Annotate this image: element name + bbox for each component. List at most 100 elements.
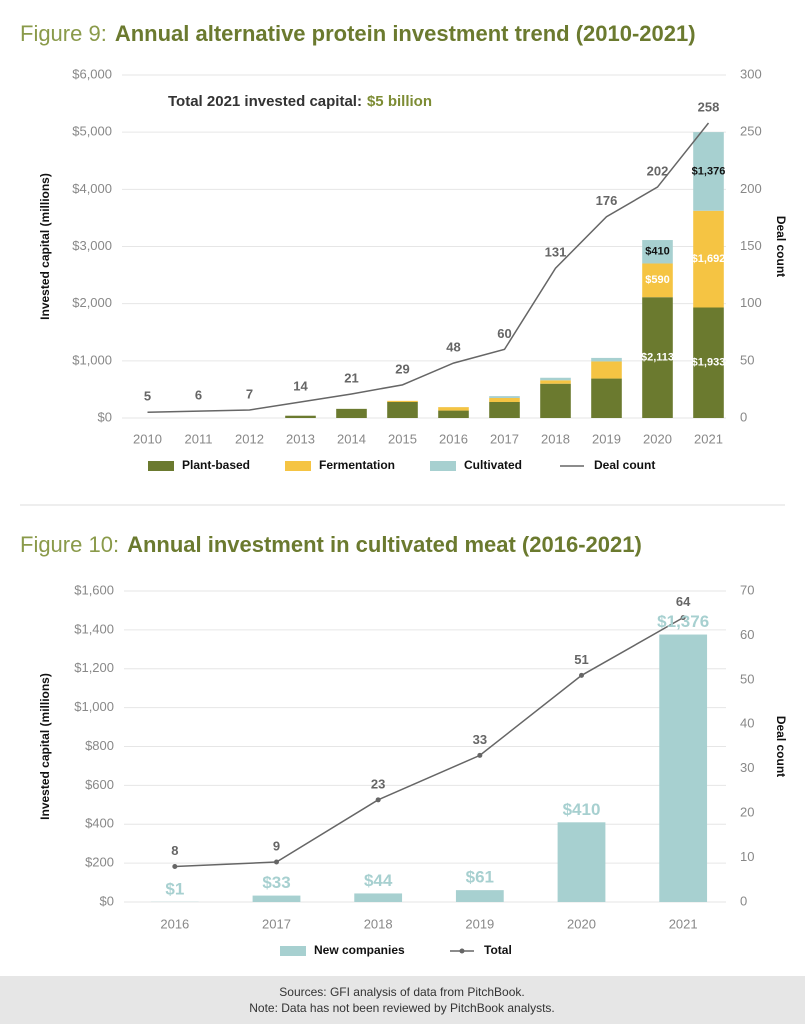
y-tick-label: $1,000: [74, 699, 114, 714]
y-tick-label: $1,200: [74, 660, 114, 675]
x-tick-label: 2018: [364, 916, 393, 931]
line-value-label: 258: [698, 99, 720, 114]
annotation-text: Total 2021 invested capital:: [168, 93, 362, 110]
bar-value-label: $410: [645, 246, 669, 258]
legend-label: Cultivated: [464, 458, 522, 472]
x-tick-label: 2011: [185, 431, 213, 446]
bar-segment: [642, 263, 673, 298]
y2-tick-label: 50: [740, 352, 754, 367]
line-value-label: 33: [473, 732, 487, 747]
legend-label: Plant-based: [182, 458, 250, 472]
y-axis-title: Invested capital (millions): [38, 673, 52, 820]
y2-tick-label: 60: [740, 627, 754, 642]
bar-segment: [557, 822, 606, 902]
legend-swatch: [280, 946, 306, 956]
line-marker: [274, 859, 279, 865]
bar-value-label: $44: [364, 871, 393, 890]
x-tick-label: 2013: [286, 431, 315, 446]
title-text: Annual investment in cultivated meat (20…: [127, 532, 642, 557]
bar-segment: [489, 401, 520, 418]
bar-value-label: $1,692: [692, 253, 726, 265]
y2-tick-label: 0: [740, 409, 747, 424]
bar-segment: [642, 297, 673, 418]
bar-segment: [285, 415, 316, 418]
bar-segment: [540, 380, 571, 384]
y2-tick-label: 300: [740, 66, 762, 81]
bar-segment: [438, 410, 469, 418]
x-tick-label: 2020: [643, 431, 672, 446]
y-tick-label: $0: [98, 409, 112, 424]
bar-segment: [438, 407, 469, 411]
y2-tick-label: 20: [740, 805, 754, 820]
y2-tick-label: 40: [740, 716, 754, 731]
bar-segment: [489, 396, 520, 398]
bar-value-label: $1,376: [657, 612, 709, 631]
line-value-label: 48: [446, 340, 460, 355]
y2-tick-label: 200: [740, 181, 762, 196]
bar-value-label: $33: [262, 873, 290, 892]
line-value-label: 9: [273, 838, 280, 853]
annotation: Total 2021 invested capital: $5 billion: [168, 93, 432, 110]
y2-tick-label: 50: [740, 671, 754, 686]
bar-segment: [591, 361, 622, 379]
y2-axis-title: Deal count: [774, 216, 788, 277]
y-tick-label: $4,000: [72, 181, 112, 196]
y-tick-label: $6,000: [72, 66, 112, 81]
y-tick-label: $1,000: [72, 352, 112, 367]
footer-band: [0, 976, 805, 1024]
bar-value-label: $1,376: [692, 165, 726, 177]
line: [147, 122, 710, 414]
bar-value-label: $1: [165, 879, 184, 898]
legend-swatch: [430, 461, 456, 471]
legend-swatch: [285, 461, 311, 471]
x-tick-label: 2021: [669, 916, 698, 931]
annotation-highlight: $5 billion: [367, 93, 432, 110]
chart-title: Figure 10: Annual investment in cultivate…: [20, 532, 642, 557]
line-value-label: 6: [195, 388, 202, 403]
footer-sources: Sources: GFI analysis of data from Pitch…: [279, 985, 524, 999]
bar-segment: [489, 397, 520, 402]
line: [174, 617, 684, 868]
x-tick-label: 2017: [490, 431, 519, 446]
line-value-label: 8: [171, 843, 178, 858]
bar-segment: [693, 132, 724, 211]
y-tick-label: $1,400: [74, 621, 114, 636]
bar-segment: [252, 895, 301, 902]
x-tick-label: 2015: [388, 431, 417, 446]
line-value-label: 29: [395, 361, 409, 376]
x-tick-label: 2020: [567, 916, 596, 931]
x-tick-label: 2019: [592, 431, 621, 446]
x-tick-label: 2018: [541, 431, 570, 446]
footer-note: Note: Data has not been reviewed by Pitc…: [249, 1001, 555, 1015]
line-marker: [579, 672, 584, 678]
x-tick-label: 2010: [133, 431, 162, 446]
y2-tick-label: 150: [740, 238, 762, 253]
line-value-label: 64: [676, 594, 691, 609]
line-value-label: 5: [144, 389, 151, 404]
line-marker: [477, 752, 483, 758]
y2-tick-label: 30: [740, 760, 754, 775]
bar-segment: [540, 377, 571, 381]
y-tick-label: $5,000: [72, 124, 112, 139]
legend-marker: [459, 948, 465, 954]
line-value-label: 23: [371, 776, 385, 791]
y2-axis-title: Deal count: [774, 716, 788, 777]
x-tick-label: 2019: [465, 916, 494, 931]
line-value-label: 176: [596, 193, 618, 208]
bar-value-label: $590: [645, 274, 669, 286]
y-tick-label: $0: [100, 893, 114, 908]
line-marker: [680, 615, 686, 621]
line-marker: [375, 797, 381, 803]
x-tick-label: 2017: [262, 916, 291, 931]
legend-label: Fermentation: [319, 458, 395, 472]
y-axis-title: Invested capital (millions): [38, 173, 52, 320]
line-value-label: 202: [647, 163, 669, 178]
legend-label: Total: [484, 943, 512, 957]
bar-value-label: $61: [466, 868, 494, 887]
bar-segment: [591, 357, 622, 362]
y-tick-label: $600: [85, 777, 114, 792]
x-tick-label: 2016: [160, 916, 189, 931]
bar-segment: [693, 307, 724, 418]
